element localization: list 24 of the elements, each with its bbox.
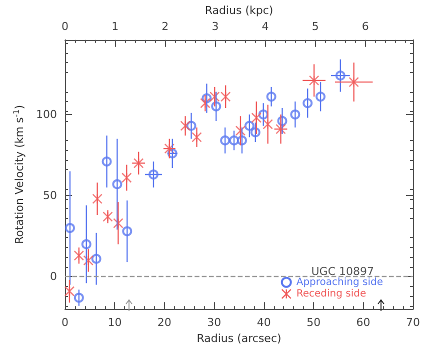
x2-tick-label: 0 xyxy=(62,20,68,33)
x-tick-label: 10 xyxy=(108,316,122,330)
legend-label: Approaching side xyxy=(296,276,383,288)
x-tick-label: 50 xyxy=(306,316,321,330)
x2-tick-label: 1 xyxy=(112,20,119,33)
x-tick-label: 70 xyxy=(406,316,420,330)
x-tick-label: 40 xyxy=(256,316,271,330)
y-axis-title: Rotation Velocity (km s-1) xyxy=(12,104,26,244)
x-tick-label: 20 xyxy=(157,316,172,330)
x2-tick-label: 2 xyxy=(162,20,169,33)
x2-tick-label: 5 xyxy=(312,20,319,33)
y-tick-label: 0 xyxy=(50,270,57,284)
legend-title: UGC 10897 xyxy=(311,265,374,278)
x2-tick-label: 4 xyxy=(262,20,269,33)
x2-tick-label: 3 xyxy=(212,20,219,33)
y-tick-label: 50 xyxy=(43,189,57,202)
x-tick-label: 0 xyxy=(62,316,68,330)
y-tick-label: 100 xyxy=(36,108,57,121)
legend-label: Receding side xyxy=(296,288,366,300)
x-axis-title: Radius (arcsec) xyxy=(196,332,282,345)
x2-tick-label: 6 xyxy=(362,20,369,33)
x-tick-label: 60 xyxy=(356,316,370,330)
x-tick-label: 30 xyxy=(207,316,222,330)
x2-axis-title: Radius (kpc) xyxy=(204,4,274,17)
